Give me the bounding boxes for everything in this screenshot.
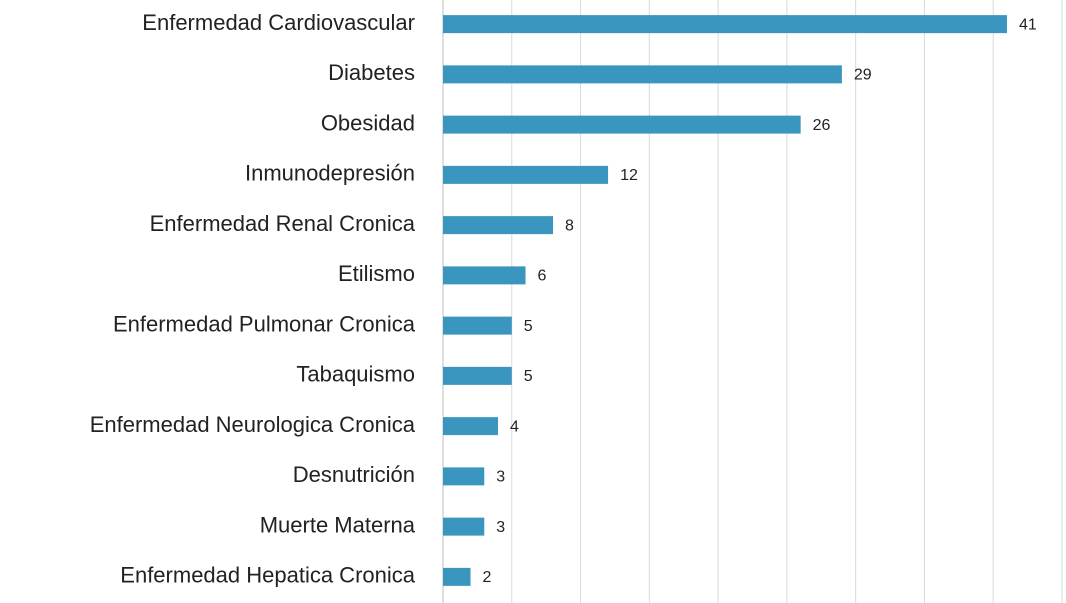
- y-tick-label: Enfermedad Renal Cronica: [150, 211, 416, 236]
- bar: [443, 517, 485, 536]
- y-tick-label: Obesidad: [321, 110, 415, 135]
- value-label: 3: [496, 519, 505, 536]
- bar: [443, 266, 526, 285]
- value-label: 8: [565, 217, 574, 234]
- y-tick-label: Desnutrición: [293, 462, 415, 487]
- value-label: 5: [524, 318, 533, 335]
- y-tick-label: Enfermedad Pulmonar Cronica: [113, 311, 416, 336]
- value-label: 29: [854, 67, 872, 84]
- value-label: 41: [1019, 16, 1037, 33]
- value-label: 6: [538, 268, 547, 285]
- y-tick-label: Inmunodepresión: [245, 161, 415, 186]
- bar: [443, 216, 554, 235]
- y-tick-label: Muerte Materna: [260, 512, 416, 537]
- bar: [443, 366, 512, 385]
- value-label: 5: [524, 368, 533, 385]
- y-tick-label: Enfermedad Neurologica Cronica: [90, 412, 416, 437]
- bar: [443, 417, 499, 436]
- bar: [443, 15, 1007, 34]
- bar: [443, 316, 512, 335]
- value-label: 4: [510, 418, 519, 435]
- bar: [443, 65, 842, 84]
- y-tick-label: Enfermedad Hepatica Cronica: [120, 563, 415, 588]
- y-tick-label: Etilismo: [338, 261, 415, 286]
- y-tick-label: Diabetes: [328, 60, 415, 85]
- bar: [443, 467, 485, 486]
- value-label: 12: [620, 167, 638, 184]
- bar: [443, 567, 471, 586]
- value-label: 2: [483, 569, 492, 586]
- value-label: 3: [496, 469, 505, 486]
- y-tick-label: Enfermedad Cardiovascular: [142, 10, 415, 35]
- bar: [443, 165, 609, 184]
- y-tick-label: Tabaquismo: [296, 362, 415, 387]
- value-label: 26: [813, 117, 831, 134]
- bar: [443, 115, 801, 134]
